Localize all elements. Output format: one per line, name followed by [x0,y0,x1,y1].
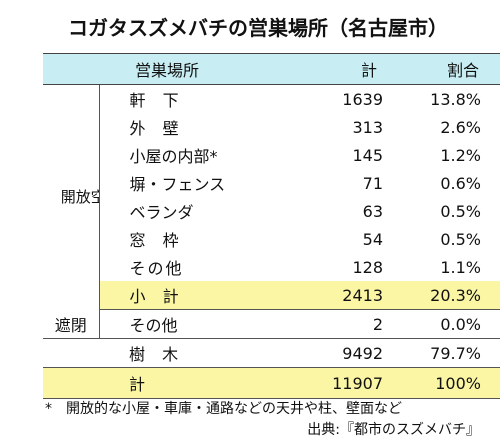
row-ratio: 0.6% [440,173,481,193]
row-label: 小屋の内部* [129,147,218,166]
table-row: 塀・フェンス 71 0.6% [43,169,500,197]
table-header-row: 営巣場所 計 割合 [43,53,500,85]
closed-row-ratio: 0.0% [387,309,500,339]
subtotal-row: 小 計 2413 20.3% [43,281,500,310]
closed-row-label: その他 [99,309,285,339]
total-empty-cell [43,367,99,399]
table-row: 外 壁 313 2.6% [43,113,500,141]
subtotal-count: 2413 [285,281,387,310]
group-closed-label: 遮閉 [43,309,100,339]
row-count: 128 [352,257,383,277]
row-ratio: 2.6% [440,117,481,137]
group-open-label: 開放空間 [60,188,98,207]
nest-site-table: 営巣場所 計 割合 開放空間 軒 下 1639 13.8% 外 壁 313 2.… [43,53,500,399]
row-label: 塀・フェンス [129,175,226,194]
row-count: 145 [352,145,383,165]
table-row: ベランダ 63 0.5% [43,197,500,225]
tree-row-label: 樹 木 [99,338,285,368]
row-count: 1639 [342,89,383,109]
row-label: 窓 枠 [129,231,185,250]
row-count: 63 [362,201,383,221]
row-ratio: 1.1% [440,257,481,277]
row-label: 軒 下 [129,91,185,110]
row-count: 313 [352,117,383,137]
total-label: 計 [99,367,285,399]
table-row: 窓 枠 54 0.5% [43,225,500,253]
tree-row: 樹 木 9492 79.7% [43,338,500,368]
table-row: 小屋の内部* 145 1.2% [43,141,500,169]
total-ratio: 100% [387,367,500,399]
total-row: 計 11907 100% [43,367,500,399]
page-title: コガタスズメバチの営巣場所（名古屋市） [68,16,448,40]
row-ratio: 0.5% [440,201,481,221]
footnote: * 開放的な小屋・車庫・通路などの天井や柱、壁面など [45,401,402,417]
row-count: 71 [362,173,383,193]
header-ratio: 割合 [387,53,500,85]
subtotal-label: 小 計 [99,281,285,310]
row-ratio: 0.5% [440,229,481,249]
header-place: 営巣場所 [99,53,285,85]
source-citation: 出典:『都市のスズメバチ』 [307,422,480,438]
table-row: 開放空間 軒 下 1639 13.8% [43,84,500,310]
tree-empty-cell [43,338,99,368]
row-label: その他 [129,259,184,278]
header-cat-cell [43,53,99,85]
closed-row-count: 2 [285,309,387,339]
row-count: 54 [362,229,383,249]
group-open-cell: 開放空間 [43,84,100,310]
row-ratio: 1.2% [440,145,481,165]
tree-row-ratio: 79.7% [387,338,500,368]
row-label: ベランダ [129,203,194,222]
table-row: その他 128 1.1% [43,253,500,281]
subtotal-ratio: 20.3% [387,281,500,310]
closed-row: 遮閉 その他 2 0.0% [43,309,500,339]
row-ratio: 13.8% [430,89,481,109]
row-label: 外 壁 [129,119,185,138]
total-count: 11907 [285,367,387,399]
tree-row-count: 9492 [285,338,387,368]
header-count: 計 [285,53,387,85]
